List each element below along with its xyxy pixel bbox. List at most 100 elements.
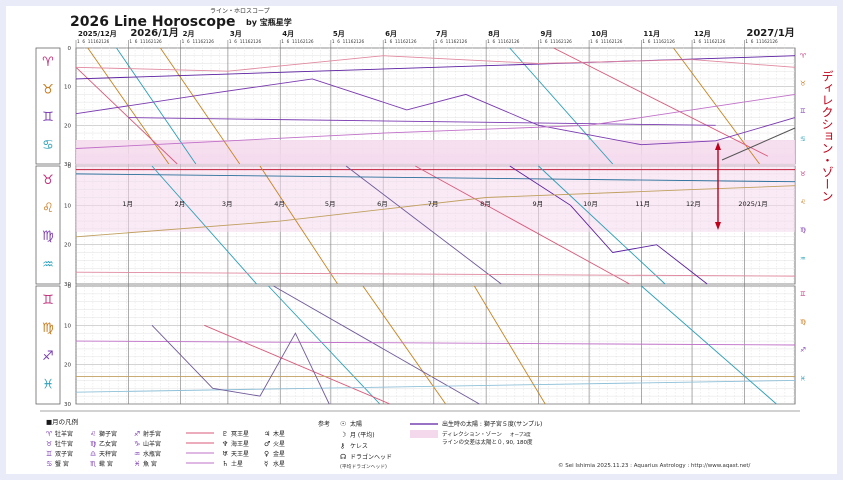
day-tick-label: 16 (93, 39, 99, 44)
panel-month-label: 6月 (377, 200, 388, 208)
day-tick-label: 26 (256, 39, 262, 44)
month-label: 10月 (591, 30, 608, 38)
month-label: 7月 (436, 30, 448, 38)
day-tick-label: 16 (659, 39, 665, 44)
legend-reference-name: 月 (平均) (350, 431, 375, 439)
day-tick-label: 1 (435, 39, 438, 44)
legend-zone-subtitle: オーブ3度 (510, 431, 531, 438)
legend-reference-glyph: ⚷ (340, 442, 345, 450)
degree-label: 20 (64, 243, 71, 249)
legend-sign-name: 水瓶宮 (143, 450, 161, 458)
legend-sign-glyph: ♎ (90, 450, 96, 458)
legend-sign-glyph: ♍ (90, 440, 97, 448)
sun-line (259, 165, 338, 285)
day-tick-label: 26 (720, 39, 726, 44)
sign-glyph-right: ♊ (800, 107, 806, 115)
degree-label: 30 (64, 282, 71, 288)
day-tick-label: 26 (617, 39, 623, 44)
legend-sign-glyph: ♈ (46, 430, 53, 438)
legend-planet-glyph: ☿ (264, 460, 268, 468)
venus-line (116, 47, 197, 165)
legend-sign-name: 魚 宮 (143, 460, 157, 468)
legend-planet-glyph: ♄ (222, 460, 228, 468)
day-tick-label: 16 (762, 39, 768, 44)
day-tick-label: 21 (715, 39, 721, 44)
mars-line (204, 324, 391, 405)
day-tick-label: 11 (240, 39, 246, 44)
sun-line (362, 285, 446, 405)
month-label: 2026/1月 (130, 27, 178, 39)
month-label: 2月 (183, 30, 195, 38)
panel-month-label: 12月 (686, 200, 701, 208)
legend-sample-label: 出生時の太陽 : 獅子宮５度(サンプル) (442, 420, 542, 428)
degree-label: 20 (64, 123, 71, 129)
copyright-footer: © Sei Ishimia 2025.11.23 : Aquarius Astr… (558, 462, 751, 469)
legend-reference-header: 参考 (318, 420, 330, 428)
direction-zone-annotation: ディレクション・ゾーン (715, 70, 834, 230)
day-tick-label: 26 (156, 39, 162, 44)
day-tick-label: 11 (395, 39, 401, 44)
direction-zone-label: ディレクション・ゾーン (820, 70, 834, 202)
day-tick-label: 21 (509, 39, 515, 44)
legend-reference-name: 太陽 (350, 420, 362, 428)
day-tick-label: 16 (451, 39, 457, 44)
day-tick-label: 6 (337, 39, 340, 44)
legend-sign-glyph: ♑ (134, 440, 140, 448)
legend-planet-glyph: ♀ (264, 450, 269, 458)
day-tick-label: 11 (550, 39, 556, 44)
legend-sign-name: 天秤宮 (99, 450, 117, 458)
month-label: 8月 (488, 30, 500, 38)
legend-zone-note: ラインの交差は太陽と０, 90, 180度 (442, 438, 533, 446)
panel-month-label: 8月 (480, 200, 491, 208)
day-tick-label: 1 (642, 39, 645, 44)
day-tick-label: 6 (751, 39, 754, 44)
day-tick-label: 21 (664, 39, 670, 44)
legend-planet-name: 冥王星 (231, 431, 249, 438)
day-tick-label: 11 (601, 39, 607, 44)
legend-sign-glyph: ♐ (134, 430, 140, 438)
legend-sign-glyph: ♓ (134, 460, 140, 468)
saturn-curve (75, 55, 796, 72)
panel-month-label: 10月 (583, 200, 598, 208)
day-tick-label: 11 (292, 39, 298, 44)
day-tick-label: 21 (406, 39, 412, 44)
day-tick-label: 11 (140, 39, 146, 44)
panel-month-label: 2月 (175, 200, 186, 208)
sign-glyph-right: ♈ (800, 52, 806, 60)
sign-glyph: ♉ (42, 173, 54, 188)
sign-column (35, 165, 61, 285)
month-label: 3月 (230, 30, 242, 38)
degree-label: 30 (64, 162, 71, 168)
mars-line (415, 165, 630, 285)
day-tick-label: 6 (595, 39, 598, 44)
day-tick-label: 26 (209, 39, 215, 44)
legend-sign-name: 射手宮 (143, 430, 161, 438)
jupiter-line (128, 117, 716, 126)
ceres-curve (75, 185, 796, 238)
sun-line (160, 47, 241, 165)
sign-glyph: ♒ (42, 257, 54, 272)
month-label: 2027/1月 (746, 27, 794, 39)
day-tick-label: 16 (245, 39, 251, 44)
degree-label: 0 (68, 164, 72, 170)
degree-label: 10 (64, 203, 71, 209)
day-tick-label: 21 (767, 39, 773, 44)
day-tick-label: 6 (287, 39, 290, 44)
month-label: 6月 (385, 30, 397, 38)
legend-sign-name: 乙女宮 (99, 440, 117, 448)
sign-glyph: ♓ (42, 377, 54, 392)
month-label: 12月 (694, 30, 711, 38)
day-tick-label: 16 (556, 39, 562, 44)
sign-glyph-right: ♋ (800, 135, 806, 143)
legend-reference-name: ケレス (350, 443, 368, 450)
sign-glyph-right: ♐ (800, 346, 806, 354)
legend-planet-name: 水星 (273, 460, 285, 468)
day-tick-label: 11 (446, 39, 452, 44)
day-tick-label: 16 (606, 39, 612, 44)
day-tick-label: 16 (146, 39, 152, 44)
sign-glyph: ♋ (42, 138, 54, 153)
day-tick-label: 21 (99, 39, 105, 44)
sign-glyph-right: ♒ (800, 254, 806, 262)
